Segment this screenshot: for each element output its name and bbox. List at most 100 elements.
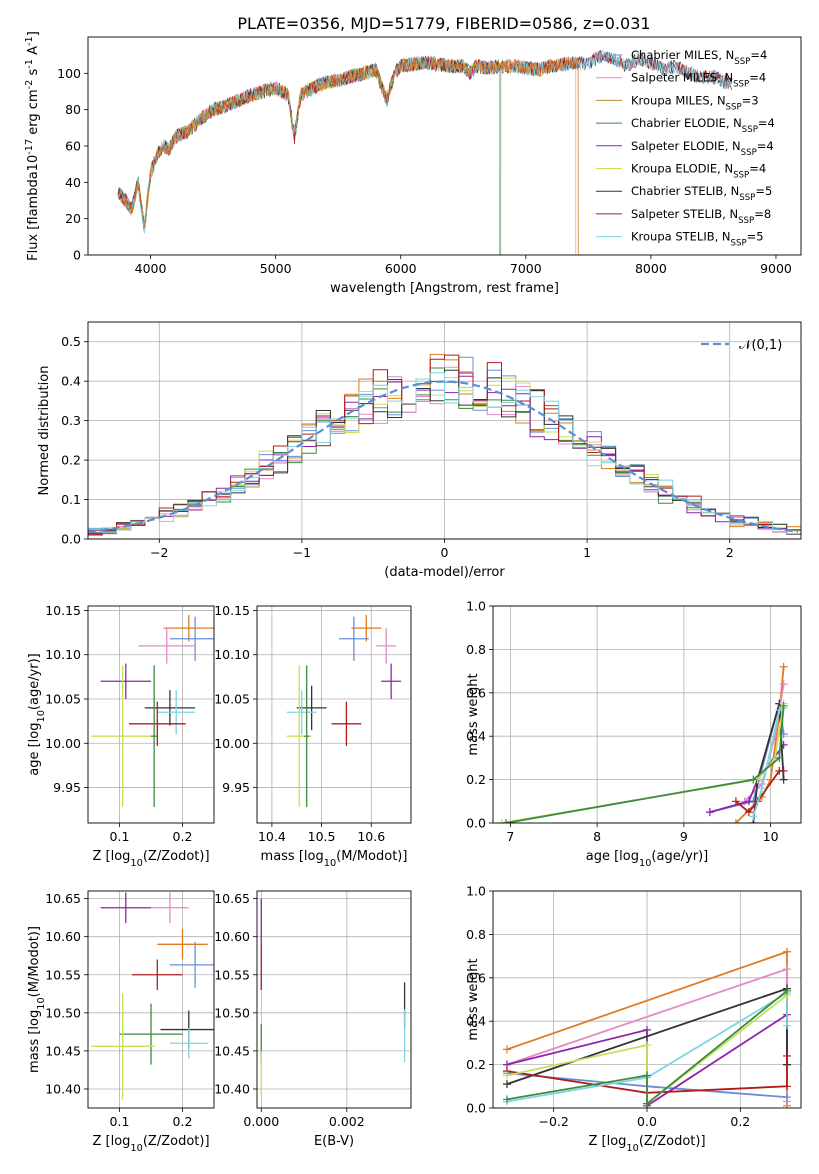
y-tick-label: 10.05: [45, 692, 81, 707]
axes-frame: [492, 605, 802, 824]
panel-age-vs-mass: 10.4 10.5 10.6 9.95 10.00 10.05 10.10 10.15 mass…: [214, 603, 412, 869]
y-tick-label: 10.65: [45, 891, 81, 906]
axes-frame: [256, 605, 412, 824]
x-tick-label: 9: [680, 829, 688, 844]
gaussian-curve: [88, 380, 799, 534]
y-tick-label: 40: [65, 175, 81, 190]
x-axis-label: Z [log10(Z/Zodot)]: [92, 1134, 209, 1154]
y-tick-label: 10.50: [45, 1005, 81, 1020]
y-tick-label: 0.8: [466, 927, 486, 942]
x-tick-label: −2: [150, 545, 168, 560]
x-tick-label: 7000: [510, 261, 542, 276]
series-marker: [783, 1021, 791, 1030]
y-tick-label: 0.8: [466, 642, 486, 657]
y-tick-label: 1.0: [466, 884, 486, 899]
y-axis-label: age [log10(age/yr)]: [27, 653, 47, 776]
series-marker: [783, 1082, 791, 1091]
y-tick-label: 10.00: [45, 736, 81, 751]
series-marker: [749, 775, 758, 784]
legend-label: Kroupa MILES, NSSP=3: [631, 93, 759, 112]
spectrum-line: [117, 55, 577, 255]
x-axis-label: mass [log10(M/Modot)]: [261, 849, 408, 869]
plot-area: [117, 50, 733, 255]
series-marker: [779, 680, 788, 689]
x-tick-label: 0: [441, 545, 449, 560]
legend-label: Kroupa STELIB, NSSP=5: [631, 230, 764, 249]
x-tick-label: 0.0: [637, 1114, 657, 1129]
series-line: [752, 707, 785, 817]
series-line: [709, 744, 785, 813]
y-tick-label: 0.5: [61, 334, 81, 349]
x-tick-label: 1: [583, 545, 591, 560]
y-tick-label: 0.4: [466, 729, 486, 744]
series-marker: [744, 808, 753, 817]
spectrum-line: [117, 56, 579, 255]
series-marker: [503, 1095, 511, 1104]
series-line: [506, 1055, 788, 1094]
y-tick-label: 60: [65, 139, 81, 154]
y-tick-label: 10.00: [214, 736, 250, 751]
x-axis-label: E(B-V): [314, 1134, 354, 1149]
series-marker: [779, 775, 788, 784]
series-marker: [783, 1093, 791, 1102]
x-axis-label: Z [log10(Z/Zodot)]: [92, 849, 209, 869]
plot-area: [286, 614, 402, 808]
axes-frame: [87, 36, 802, 256]
x-tick-label: 5000: [260, 261, 292, 276]
y-tick-label: 0.1: [61, 492, 81, 507]
series-marker: [643, 1071, 651, 1080]
panel-mass-weight-vs-Z: −0.2 0.0 0.2 0.0 0.2 0.4 0.6 0.8 1.0 Z [log10(Z/Z…: [466, 884, 802, 1154]
x-tick-label: −1: [293, 545, 311, 560]
series-marker: [783, 947, 791, 956]
panel-spectrum: 4000 5000 6000 7000 8000 9000 0 20 40 60 80 100 wave…: [24, 31, 802, 296]
x-tick-label: 0.1: [110, 829, 130, 844]
y-tick-label: 10.50: [214, 1005, 250, 1020]
y-tick-label: 0.2: [61, 453, 81, 468]
y-tick-label: 10.60: [45, 929, 81, 944]
plot-area: [91, 892, 214, 1100]
y-axis-label: mass weight: [466, 958, 481, 1040]
series-line: [506, 990, 788, 1106]
panel-age-vs-Z: 0.1 0.2 9.95 10.00 10.05 10.10 10.15 Z [log10(Z…: [27, 603, 215, 869]
y-tick-label: 100: [57, 66, 81, 81]
spectrum-line: [117, 56, 579, 255]
y-axis-label: mass [log10(M/Modot)]: [27, 926, 47, 1073]
series-marker: [705, 808, 714, 817]
x-tick-label: 0.002: [329, 1114, 365, 1129]
y-tick-label: 10.15: [45, 603, 81, 618]
x-tick-label: 4000: [135, 261, 167, 276]
series-marker: [779, 701, 788, 710]
y-tick-label: 0: [73, 248, 81, 263]
series-marker: [502, 819, 511, 823]
legend-label: Salpeter MILES, NSSP=4: [631, 71, 766, 90]
x-axis-label: Z [log10(Z/Zodot)]: [588, 1134, 705, 1154]
panel-residuals: −2 −1 0 1 2 0.0 0.1 0.2 0.3 0.4 0.5 (data-model)/er…: [37, 321, 802, 580]
legend-label: Kroupa ELODIE, NSSP=4: [631, 162, 766, 181]
y-tick-label: 10.10: [214, 647, 250, 662]
y-tick-label: 0.0: [466, 816, 486, 831]
y-tick-label: 10.10: [45, 647, 81, 662]
y-tick-label: 10.40: [214, 1081, 250, 1096]
series-line: [506, 991, 788, 1103]
x-tick-label: 10.4: [258, 829, 286, 844]
y-tick-label: 10.65: [214, 891, 250, 906]
y-tick-label: 10.60: [214, 929, 250, 944]
plot-area: [503, 947, 791, 1108]
panel-mass-vs-Z: 0.1 0.2 10.40 10.45 10.50 10.55 10.60 10.65 Z [l…: [27, 890, 215, 1154]
series-marker: [503, 1071, 511, 1080]
y-tick-label: 20: [65, 211, 81, 226]
x-tick-label: 8: [593, 829, 601, 844]
axes-frame: [256, 890, 412, 1109]
legend-label: 𝒩(0,1): [739, 338, 782, 353]
series-marker: [503, 1045, 511, 1054]
y-tick-label: 1.0: [466, 599, 486, 614]
y-tick-label: 10.55: [214, 967, 250, 982]
x-tick-label: 9000: [760, 261, 792, 276]
series-marker: [757, 784, 766, 793]
panel-mass-vs-EBV: 0.000 0.002 10.40 10.45 10.50 10.55 10.60 10.65…: [214, 890, 412, 1149]
x-tick-label: 7: [506, 829, 514, 844]
series-line: [505, 705, 785, 823]
y-tick-label: 10.40: [45, 1081, 81, 1096]
series-marker: [503, 1080, 511, 1089]
